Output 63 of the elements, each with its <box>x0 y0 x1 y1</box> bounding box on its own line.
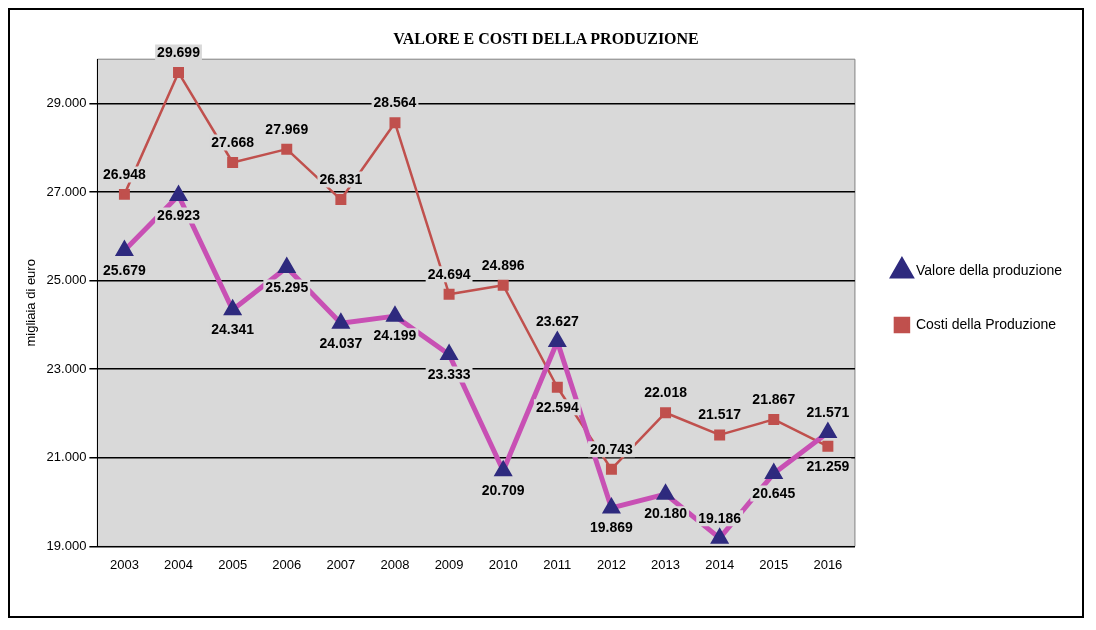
data-label: 23.333 <box>427 365 471 382</box>
y-tick-label: 19.000 <box>46 537 87 553</box>
x-tick-label: 2016 <box>813 556 843 572</box>
x-tick-label: 2003 <box>109 556 139 572</box>
data-label: 20.180 <box>644 505 688 522</box>
data-label: 19.869 <box>590 519 634 536</box>
point <box>768 413 780 425</box>
data-label: 28.564 <box>373 94 417 111</box>
x-tick-label: 2007 <box>326 556 356 572</box>
y-tick-label: 27.000 <box>46 183 87 199</box>
data-label: 20.743 <box>590 440 634 457</box>
x-tick-label: 2014 <box>705 556 735 572</box>
chart-title: VALORE E COSTI DELLA PRODUZIONE <box>393 29 699 47</box>
legend-label: Costi della Produzione <box>915 315 1057 332</box>
data-label: 24.341 <box>211 321 255 338</box>
point <box>335 194 347 206</box>
data-label: 27.668 <box>211 133 255 150</box>
point <box>227 156 239 168</box>
x-tick-label: 2009 <box>434 556 464 572</box>
data-label: 21.517 <box>698 406 742 423</box>
data-label: 21.259 <box>806 457 850 474</box>
x-tick-label: 2011 <box>543 556 572 572</box>
x-tick-label: 2010 <box>488 556 518 572</box>
y-tick-label: 21.000 <box>46 449 87 465</box>
data-label: 26.923 <box>157 206 201 223</box>
point <box>173 67 185 79</box>
data-label: 24.694 <box>427 265 471 282</box>
data-label: 21.571 <box>806 403 850 420</box>
data-label: 26.831 <box>319 170 363 187</box>
x-tick-label: 2015 <box>759 556 789 572</box>
data-label: 24.896 <box>481 256 525 273</box>
y-axis-title: migliaia di euro <box>23 259 39 347</box>
y-tick-label: 29.000 <box>46 95 87 111</box>
data-label: 26.948 <box>103 165 147 182</box>
y-tick-label: 25.000 <box>46 272 87 288</box>
data-label: 24.199 <box>373 327 417 344</box>
x-tick-label: 2008 <box>380 556 410 572</box>
point <box>389 117 401 129</box>
x-tick-label: 2012 <box>596 556 626 572</box>
data-label: 24.037 <box>319 334 363 351</box>
point <box>497 279 509 291</box>
data-label: 20.709 <box>481 482 525 499</box>
data-label: 20.645 <box>752 484 796 501</box>
point <box>118 188 130 200</box>
data-label: 25.295 <box>265 278 309 295</box>
point <box>281 143 293 155</box>
point <box>822 440 834 452</box>
x-tick-label: 2004 <box>164 556 193 572</box>
data-label: 22.018 <box>644 384 688 401</box>
data-label: 27.969 <box>265 120 309 137</box>
legend-label: Valore della produzione <box>915 261 1063 278</box>
data-label: 21.867 <box>752 390 796 407</box>
point <box>443 288 455 300</box>
data-label: 23.627 <box>535 312 579 329</box>
data-label: 25.679 <box>103 261 147 278</box>
y-tick-label: 23.000 <box>46 360 87 376</box>
x-tick-label: 2013 <box>651 556 680 572</box>
point <box>551 381 563 393</box>
x-tick-label: 2005 <box>218 556 248 572</box>
data-label: 22.594 <box>535 398 579 415</box>
x-tick-label: 2006 <box>272 556 302 572</box>
data-label: 19.186 <box>698 509 742 526</box>
data-label: 29.699 <box>157 43 201 60</box>
